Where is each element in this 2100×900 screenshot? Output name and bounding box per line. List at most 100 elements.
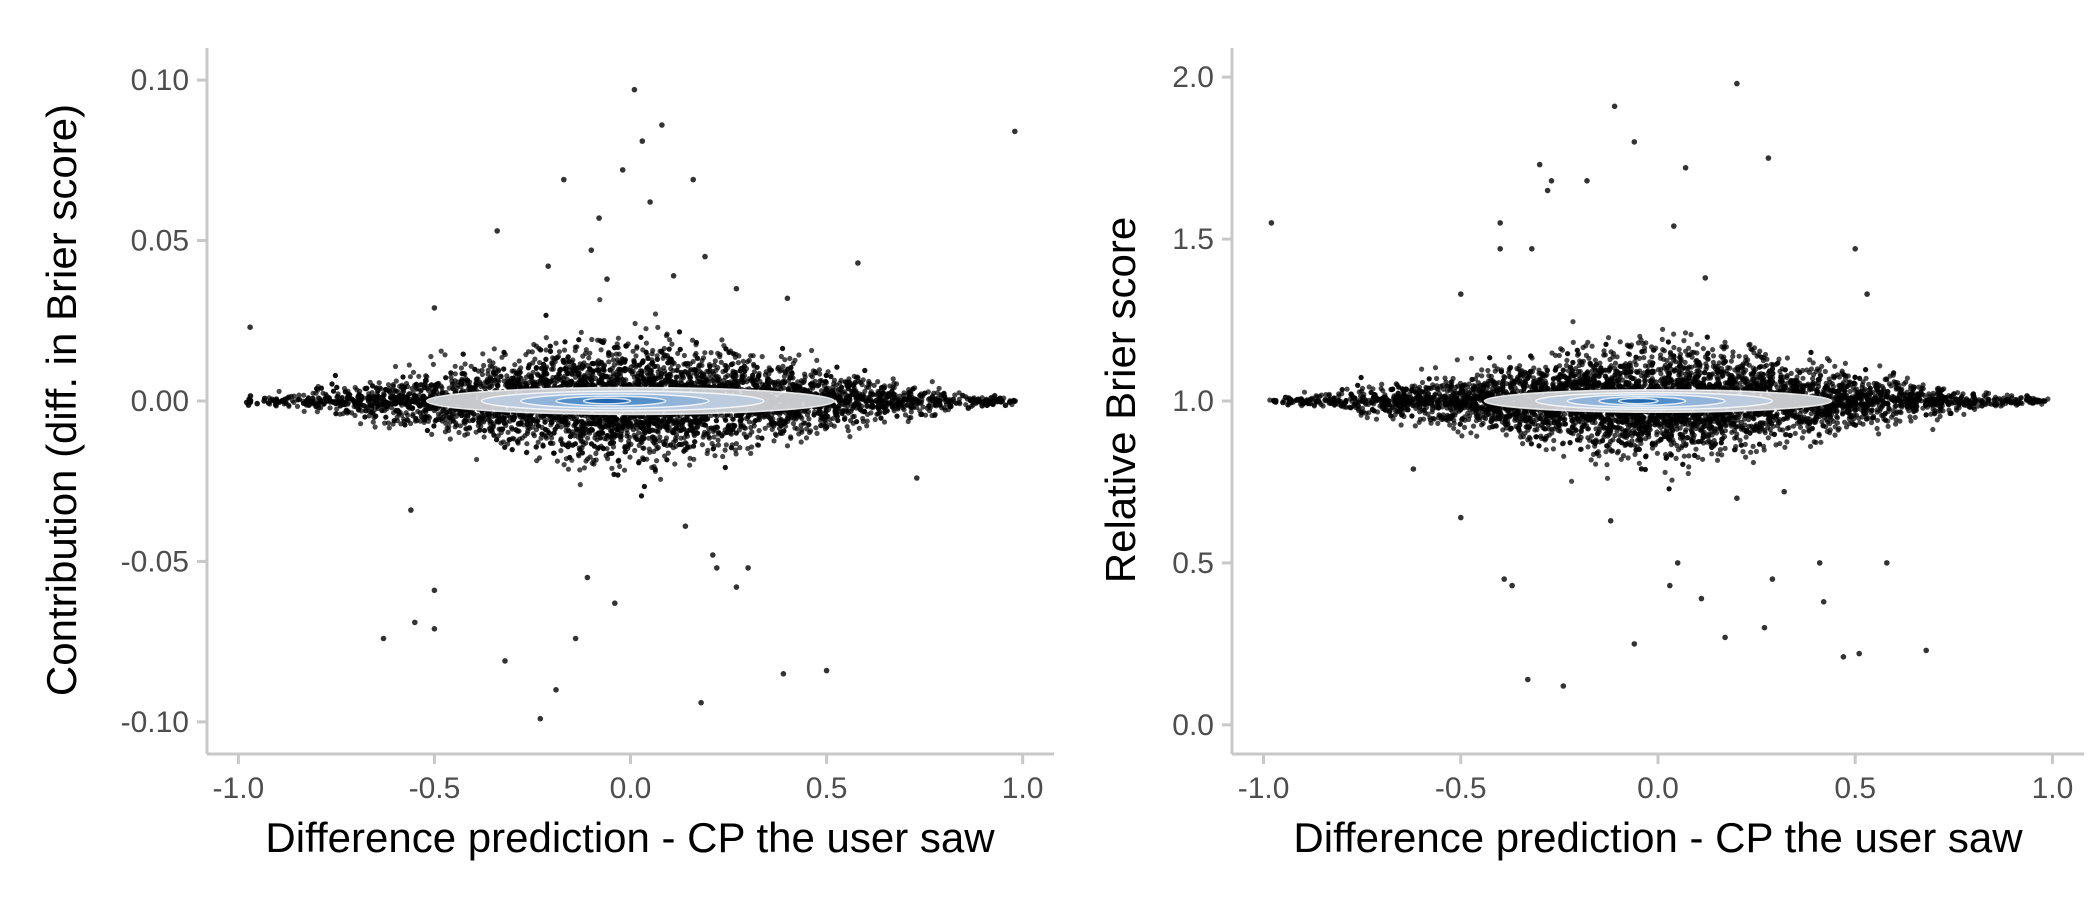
scatter-point — [634, 436, 640, 442]
scatter-point — [828, 373, 834, 380]
scatter-point — [556, 349, 563, 355]
scatter-point — [430, 361, 436, 367]
scatter-point — [403, 410, 409, 416]
scatter-point — [577, 482, 583, 488]
scatter-point — [674, 367, 680, 373]
scatter-point — [750, 372, 756, 379]
scatter-point — [450, 386, 456, 392]
scatter-point — [639, 369, 645, 375]
scatter-point — [422, 385, 428, 391]
scatter-point — [611, 471, 617, 477]
scatter-point — [735, 360, 742, 366]
scatter-point — [580, 420, 587, 426]
scatter-point — [643, 326, 649, 332]
scatter-point — [551, 450, 557, 456]
scatter-point — [871, 382, 877, 388]
scatter-point — [471, 411, 477, 417]
scatter-point — [529, 349, 535, 355]
scatter-point — [814, 430, 820, 436]
scatter-point — [850, 382, 857, 388]
scatter-point — [543, 356, 549, 362]
scatter-point — [732, 379, 738, 385]
scatter-point — [936, 385, 942, 391]
scatter-point — [443, 375, 449, 381]
scatter-point — [628, 441, 634, 447]
scatter-point — [844, 424, 850, 430]
scatter-point — [446, 408, 452, 415]
scatter-point — [668, 442, 674, 448]
scatter-point — [719, 433, 725, 439]
scatter-point — [573, 419, 579, 425]
scatter-point — [931, 390, 937, 396]
scatter-point — [480, 351, 486, 357]
scatter-point — [465, 431, 471, 437]
scatter-point — [598, 359, 604, 365]
scatter-point — [784, 443, 791, 449]
scatter-point — [565, 354, 571, 360]
scatter-point — [701, 432, 707, 438]
scatter-point — [694, 355, 701, 361]
scatter-point — [581, 375, 587, 381]
scatter-point — [823, 372, 829, 378]
scatter-point — [632, 320, 638, 327]
scatter-point — [622, 445, 628, 451]
scatter-point — [636, 460, 642, 466]
scatter-point — [619, 424, 626, 430]
scatter-point — [654, 458, 660, 464]
scatter-point — [831, 423, 837, 429]
scatter-point — [518, 365, 524, 371]
scatter-point — [615, 335, 622, 341]
scatter-point — [710, 428, 716, 434]
scatter-point — [759, 435, 765, 441]
scatter-point — [752, 382, 758, 388]
scatter-point — [620, 381, 627, 387]
scatter-point — [822, 378, 829, 385]
scatter-point — [849, 392, 855, 398]
scatter-point — [379, 407, 385, 414]
scatter-point — [722, 362, 728, 368]
scatter-point — [590, 382, 596, 388]
scatter-point — [704, 450, 710, 457]
scatter-point — [410, 369, 417, 375]
scatter-point — [589, 414, 595, 420]
scatter-point — [524, 441, 530, 447]
scatter-point — [790, 420, 797, 427]
scatter-point — [687, 455, 693, 461]
scatter-point — [728, 445, 735, 451]
scatter-point — [543, 347, 549, 353]
scatter-point — [723, 442, 729, 448]
scatter-point — [458, 365, 464, 371]
scatter-point — [851, 403, 857, 409]
scatter-point — [587, 376, 593, 382]
scatter-point — [787, 355, 793, 362]
scatter-point — [400, 374, 406, 380]
scatter-point — [646, 446, 652, 452]
scatter-point — [659, 348, 665, 354]
scatter-point — [641, 376, 647, 382]
scatter-point — [470, 417, 476, 423]
scatter-point — [617, 463, 623, 469]
scatter-point — [579, 362, 586, 368]
scatter-point — [919, 411, 925, 417]
scatter-point — [477, 415, 483, 421]
scatter-point — [495, 382, 501, 389]
scatter-point — [715, 377, 721, 383]
scatter-point — [578, 329, 584, 335]
scatter-point — [802, 371, 808, 377]
scatter-point — [591, 443, 597, 449]
scatter-point — [485, 367, 491, 373]
scatter-point — [920, 404, 926, 410]
scatter-point — [902, 412, 909, 418]
scatter-point — [663, 333, 670, 339]
scatter-point — [824, 424, 830, 430]
scatter-point — [917, 392, 923, 398]
scatter-point — [481, 434, 487, 440]
scatter-point — [301, 408, 307, 414]
scatter-point — [781, 380, 788, 386]
scatter-point — [854, 419, 860, 425]
scatter-point — [585, 435, 591, 441]
scatter-point — [941, 405, 947, 411]
scatter-point — [505, 429, 511, 435]
scatter-point — [546, 430, 552, 436]
